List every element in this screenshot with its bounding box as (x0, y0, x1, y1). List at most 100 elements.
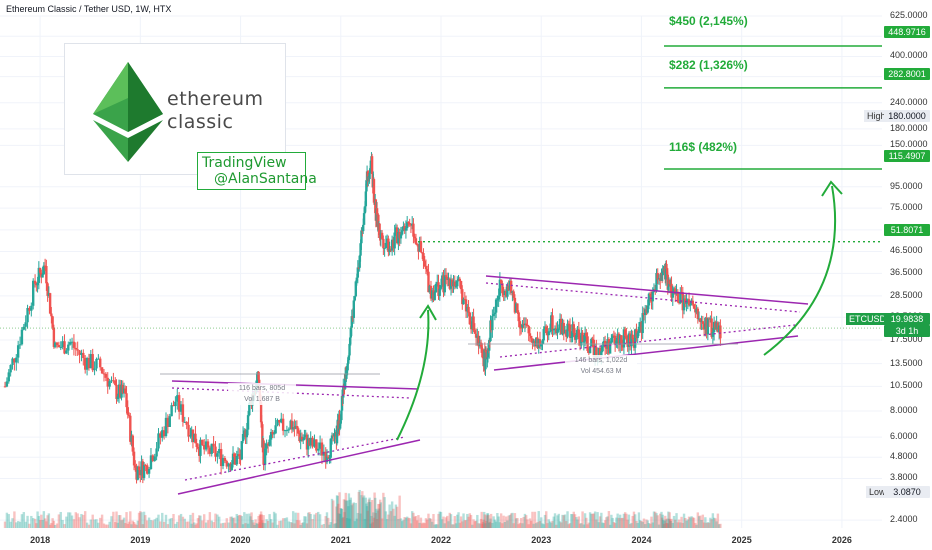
volume-bar (466, 513, 469, 528)
volume-bar (183, 518, 186, 528)
volume-bar (426, 519, 429, 528)
volume-bar (355, 518, 359, 528)
volume-bar (46, 515, 49, 528)
volume-bar (206, 520, 210, 528)
volume-bar (214, 513, 217, 528)
volume-bar (494, 521, 498, 528)
candle-body (670, 283, 673, 298)
time-tick-label: 2022 (431, 535, 452, 545)
time-tick-label: 2025 (731, 535, 752, 545)
volume-bar (563, 514, 567, 528)
volume-bar (320, 524, 324, 528)
volume-bar (361, 497, 365, 528)
volume-bar (519, 518, 523, 528)
volume-bar (199, 515, 202, 528)
volume-bar (472, 519, 475, 528)
volume-bar (350, 505, 353, 528)
volume-bar (600, 512, 603, 528)
volume-bar (125, 512, 128, 528)
volume-bar (661, 514, 664, 528)
candle-body (659, 278, 662, 281)
candle-body (397, 232, 400, 244)
volume-bar (697, 516, 701, 528)
candle-body (149, 455, 153, 470)
volume-bar (402, 519, 405, 528)
candle-body (516, 303, 519, 313)
candle-body (235, 456, 238, 465)
candle-body (183, 421, 186, 423)
candle-body (306, 438, 310, 450)
volume-bar (700, 520, 703, 528)
volume-bar (499, 513, 503, 528)
chart-title: Ethereum Classic / Tether USD, 1W, HTX (6, 4, 172, 14)
volume-bar (144, 515, 147, 528)
candle-body (556, 328, 559, 334)
candle-body (121, 384, 124, 394)
candle-body (611, 335, 614, 338)
volume-bar (35, 523, 38, 528)
volume-bar (628, 524, 632, 528)
volume-bar (97, 522, 100, 528)
volume-bar (365, 506, 369, 528)
volume-bar (701, 514, 705, 528)
price-tick-label: 17.5000 (890, 334, 923, 345)
volume-bar (170, 518, 173, 528)
candle-body (281, 418, 285, 431)
candle-body (134, 465, 137, 468)
candle-body (67, 344, 70, 351)
volume-bar (348, 518, 351, 528)
candle-body (509, 280, 513, 293)
volume-bar (335, 506, 338, 528)
volume-bar (95, 519, 98, 528)
volume-bar (504, 516, 508, 528)
triangle2-lower-line (493, 335, 799, 371)
candle-body (350, 316, 353, 328)
volume-bar (221, 522, 225, 528)
volume-bar (403, 517, 406, 528)
candle-body (208, 447, 212, 454)
volume-bar (423, 523, 426, 528)
volume-bar (208, 512, 212, 528)
candle-body (361, 224, 365, 232)
volume-bar (223, 522, 227, 528)
candle-body (690, 300, 693, 305)
candle-body (694, 308, 697, 313)
low-label: Low (866, 486, 889, 498)
candle-body (573, 333, 577, 340)
candle-body (530, 335, 533, 339)
candle-body (227, 463, 230, 467)
candle-body (655, 273, 658, 291)
volume-bar (524, 515, 528, 528)
volume-bar (641, 521, 644, 528)
volume-bar (132, 521, 136, 528)
volume-bar (203, 514, 206, 528)
candle-body (415, 244, 419, 246)
volume-bar (491, 522, 494, 528)
volume-bar (704, 517, 707, 528)
candle-body (575, 335, 578, 340)
volume-bar (42, 511, 46, 528)
candle-body (567, 323, 570, 325)
measure-box-1: 116 bars, 805d Vol 1.687 B (228, 383, 296, 405)
volume-bar (313, 514, 316, 528)
volume-bar (562, 515, 565, 528)
volume-bar (375, 508, 378, 528)
volume-bar (147, 517, 151, 528)
volume-bar (251, 520, 254, 528)
volume-bar (707, 522, 711, 528)
volume-bar (412, 512, 415, 528)
volume-bar (438, 511, 441, 528)
candle-body (26, 308, 29, 323)
candle-body (473, 330, 477, 334)
volume-bar (281, 518, 285, 528)
candle-body (479, 342, 483, 347)
volume-bar (343, 512, 346, 528)
candle-body (570, 336, 573, 338)
volume-bar (377, 503, 380, 528)
volume-bar (131, 520, 135, 528)
volume-bar (253, 524, 256, 528)
candle-body (625, 335, 628, 340)
volume-bar (506, 520, 509, 528)
volume-bar (572, 511, 576, 528)
candle-body (453, 281, 456, 287)
